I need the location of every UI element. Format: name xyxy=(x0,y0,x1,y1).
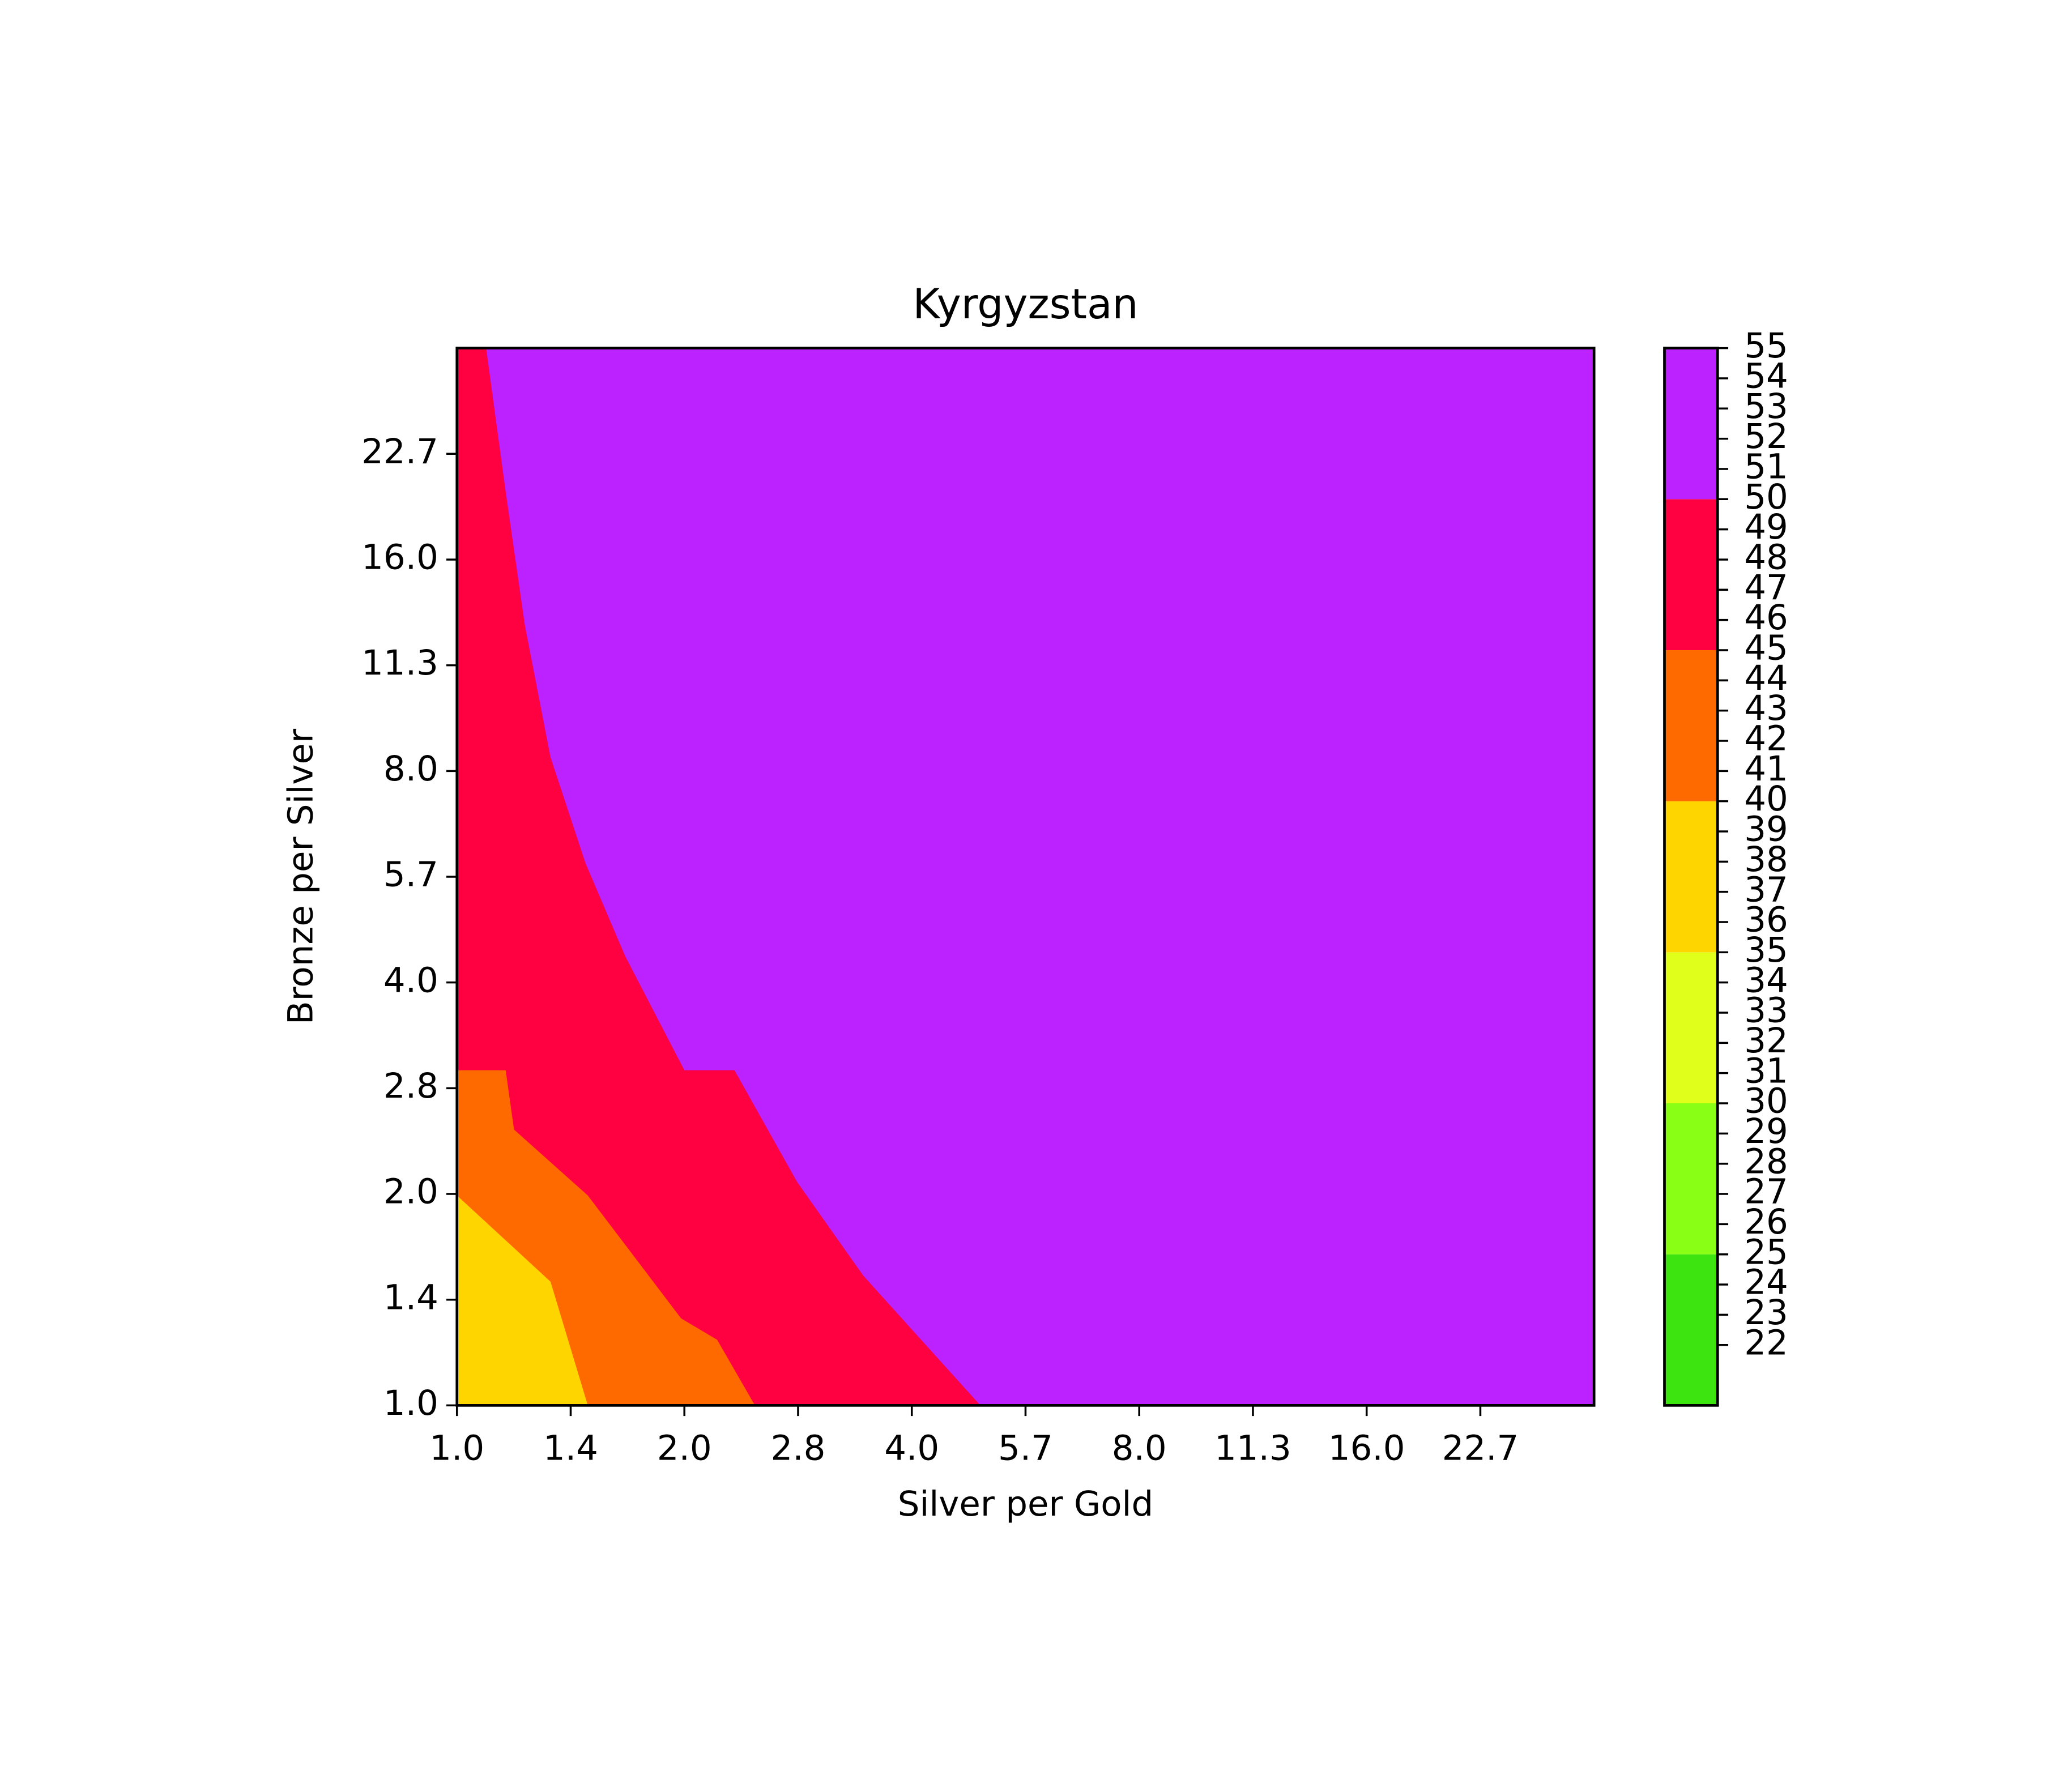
colorbar-tick-label: 46 xyxy=(1744,598,1788,638)
colorbar-tick-label: 50 xyxy=(1744,477,1788,517)
y-axis-label: Bronze per Silver xyxy=(280,728,321,1025)
colorbar-tick-label: 53 xyxy=(1744,386,1788,426)
colorbar-segment xyxy=(1664,1254,1718,1406)
colorbar-tick-label: 26 xyxy=(1744,1202,1788,1242)
colorbar-tick-label: 47 xyxy=(1744,568,1788,608)
colorbar-tick-label: 24 xyxy=(1744,1262,1788,1303)
colorbar-segment xyxy=(1664,499,1718,650)
x-tick-label: 4.0 xyxy=(884,1428,939,1469)
colorbar-tick-label: 23 xyxy=(1744,1292,1788,1333)
y-tick-label: 5.7 xyxy=(383,855,438,895)
colorbar-segment xyxy=(1664,348,1718,500)
colorbar-tick-label: 40 xyxy=(1744,779,1788,819)
colorbar-tick-label: 44 xyxy=(1744,658,1788,698)
colorbar-tick-label: 48 xyxy=(1744,537,1788,578)
colorbar-tick-label: 35 xyxy=(1744,930,1788,970)
y-tick-label: 11.3 xyxy=(361,643,438,683)
y-tick-label: 22.7 xyxy=(361,432,438,472)
colorbar-tick-label: 43 xyxy=(1744,688,1788,728)
colorbar-tick-label: 22 xyxy=(1744,1322,1788,1363)
colorbar-tick-label: 49 xyxy=(1744,507,1788,547)
colorbar-segment xyxy=(1664,952,1718,1104)
x-tick-label: 2.8 xyxy=(770,1428,825,1469)
y-tick-label: 8.0 xyxy=(383,749,438,789)
colorbar-tick-label: 32 xyxy=(1744,1021,1788,1061)
colorbar-tick-label: 54 xyxy=(1744,356,1788,396)
colorbar-tick-label: 30 xyxy=(1744,1081,1788,1121)
x-tick-label: 8.0 xyxy=(1112,1428,1167,1469)
colorbar-tick-label: 29 xyxy=(1744,1111,1788,1151)
colorbar-tick-label: 33 xyxy=(1744,991,1788,1031)
colorbar-tick-label: 27 xyxy=(1744,1172,1788,1212)
colorbar-tick-label: 55 xyxy=(1744,326,1788,366)
colorbar-tick-label: 52 xyxy=(1744,416,1788,456)
colorbar-tick-label: 37 xyxy=(1744,869,1788,910)
contour-region xyxy=(457,1195,588,1406)
x-tick-label: 11.3 xyxy=(1214,1428,1291,1469)
colorbar-tick-label: 45 xyxy=(1744,628,1788,668)
colorbar-segment xyxy=(1664,650,1718,801)
y-tick-label: 16.0 xyxy=(361,537,438,578)
colorbar-tick-label: 39 xyxy=(1744,809,1788,850)
x-tick-label: 22.7 xyxy=(1442,1428,1519,1469)
colorbar-segment xyxy=(1664,1103,1718,1255)
x-axis-label: Silver per Gold xyxy=(898,1484,1153,1524)
y-tick-label: 2.0 xyxy=(383,1172,438,1212)
colorbar-frame xyxy=(1663,347,1719,1407)
x-tick-label: 16.0 xyxy=(1328,1428,1405,1469)
x-tick-label: 2.0 xyxy=(657,1428,712,1469)
colorbar-tick-label: 36 xyxy=(1744,900,1788,940)
y-tick-label: 1.0 xyxy=(383,1383,438,1423)
colorbar-tick-label: 28 xyxy=(1744,1141,1788,1181)
colorbar-segment xyxy=(1664,801,1718,953)
colorbar-tick-label: 51 xyxy=(1744,447,1788,487)
colorbar-tick-label: 38 xyxy=(1744,839,1788,880)
colorbar-tick-label: 31 xyxy=(1744,1051,1788,1091)
colorbar-tick-label: 41 xyxy=(1744,749,1788,789)
colorbar-tick-label: 34 xyxy=(1744,960,1788,1000)
contour-region xyxy=(486,348,1595,1406)
chart-title: Kyrgyzstan xyxy=(913,281,1138,328)
colorbar-tick-label: 42 xyxy=(1744,719,1788,759)
y-tick-label: 4.0 xyxy=(383,960,438,1000)
colorbar-tick-label: 25 xyxy=(1744,1232,1788,1272)
y-tick-label: 1.4 xyxy=(383,1277,438,1317)
x-tick-label: 1.0 xyxy=(429,1428,484,1469)
x-tick-label: 5.7 xyxy=(998,1428,1053,1469)
x-tick-label: 1.4 xyxy=(543,1428,598,1469)
y-tick-label: 2.8 xyxy=(383,1066,438,1106)
